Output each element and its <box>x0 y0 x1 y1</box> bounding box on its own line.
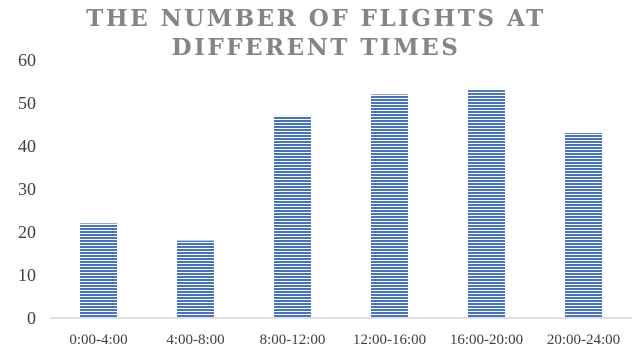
y-tick-label: 20 <box>18 222 36 242</box>
bar-4 <box>468 90 505 318</box>
chart-title: THE NUMBER OF FLIGHTS AT DIFFERENT TIMES <box>0 4 632 62</box>
x-tick-label: 8:00-12:00 <box>260 332 326 348</box>
y-tick-label: 0 <box>27 308 36 328</box>
x-tick-label: 20:00-24:00 <box>547 332 620 348</box>
y-tick-label: 60 <box>18 50 36 70</box>
x-tick-label: 12:00-16:00 <box>353 332 426 348</box>
bar-5 <box>565 133 602 318</box>
bar-3 <box>371 94 408 319</box>
chart-title-line-1: THE NUMBER OF FLIGHTS AT <box>86 5 546 32</box>
chart-title-line-2: DIFFERENT TIMES <box>171 34 461 61</box>
x-tick-label: 16:00-20:00 <box>450 332 523 348</box>
y-tick-label: 10 <box>18 265 36 285</box>
y-tick-label: 40 <box>18 136 36 156</box>
x-tick-label: 0:00-4:00 <box>69 332 127 348</box>
bar-1 <box>177 240 214 318</box>
bar-0 <box>80 223 117 318</box>
y-tick-label: 50 <box>18 93 36 113</box>
bar-2 <box>274 115 311 319</box>
x-tick-label: 4:00-8:00 <box>166 332 224 348</box>
y-tick-label: 30 <box>18 179 36 199</box>
